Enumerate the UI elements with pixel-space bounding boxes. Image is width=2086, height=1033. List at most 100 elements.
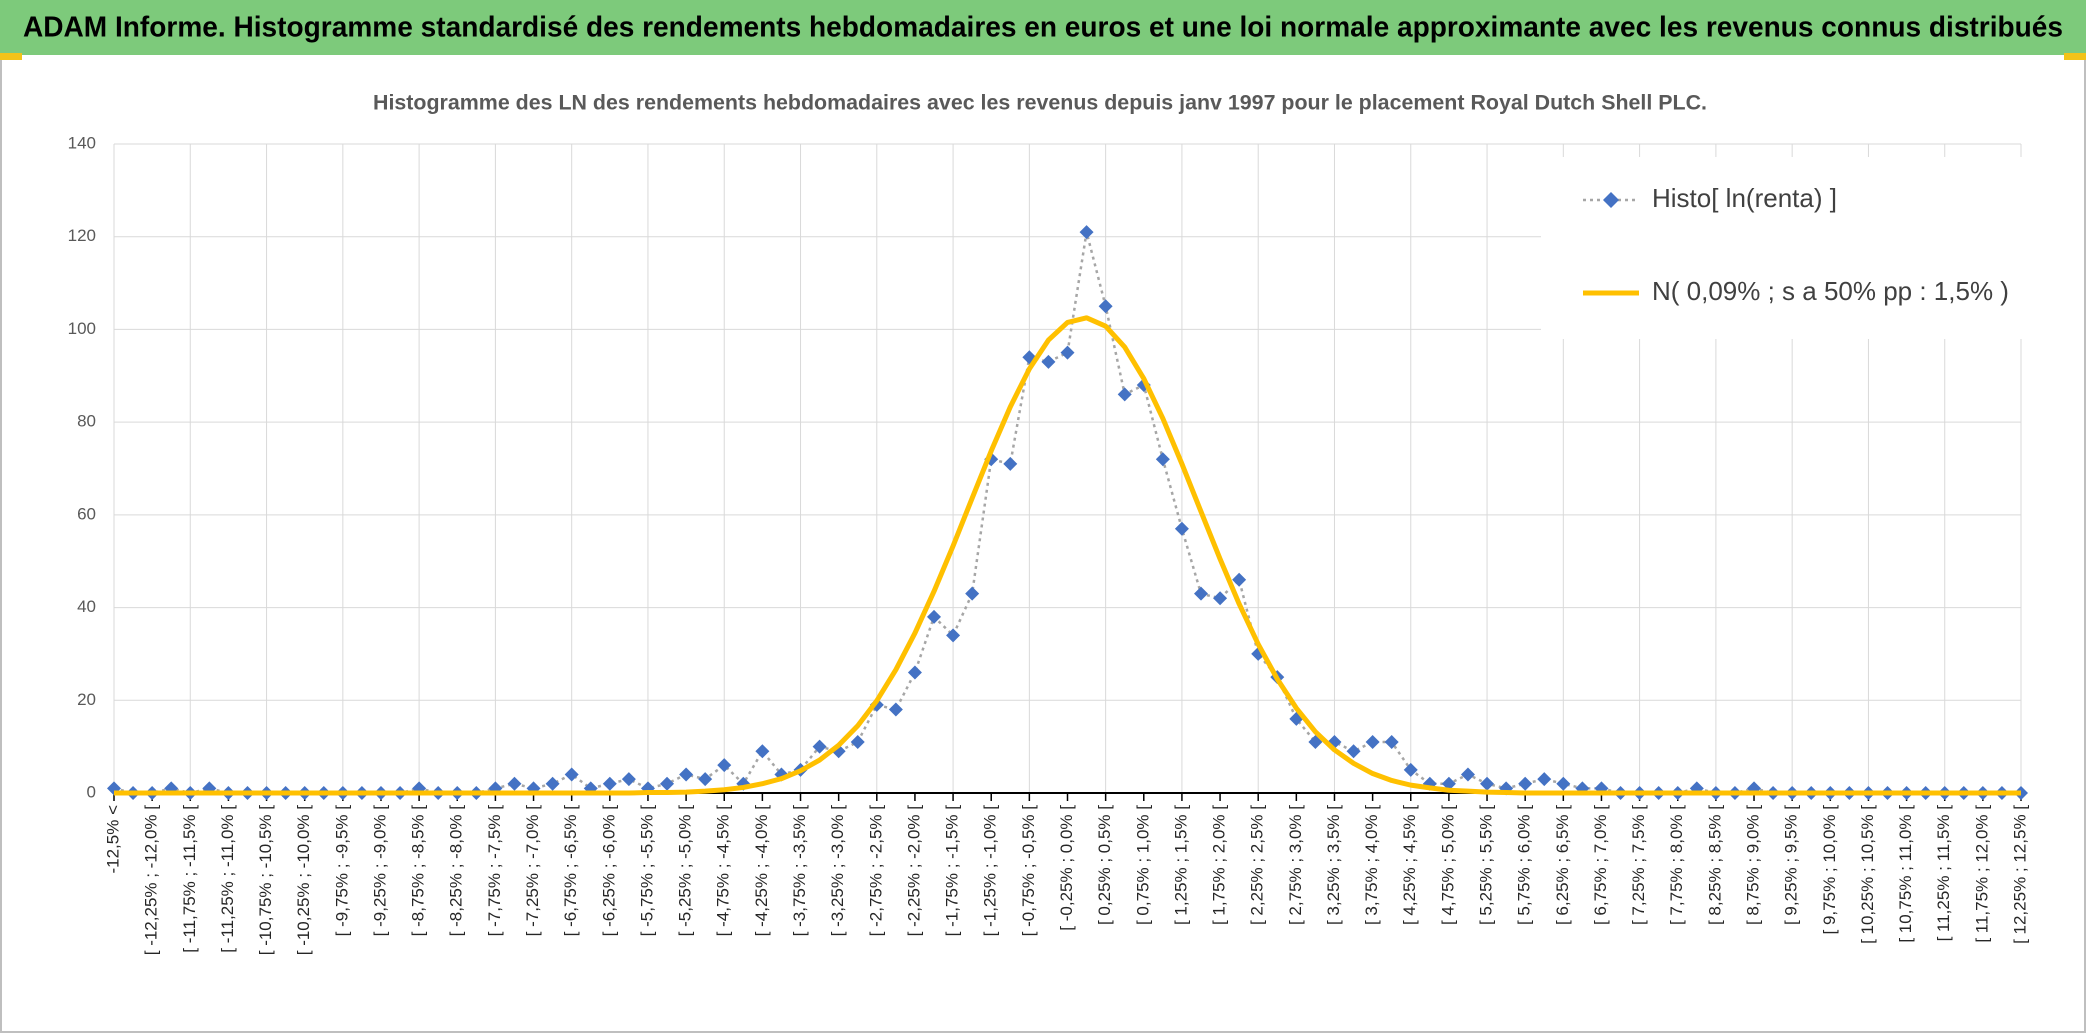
x-tick-label: [ 1,75% ; 2,0% [: [1210, 805, 1229, 925]
x-tick-label: [ -11,75% ; -11,5% [: [180, 805, 199, 953]
x-tick-label: [ -4,25% ; -4,0% [: [752, 805, 771, 937]
data-point: [755, 744, 770, 759]
x-tick-label: [ -11,25% ; -11,0% [: [218, 805, 237, 953]
x-tick-label: [ -4,75% ; -4,5% [: [714, 805, 733, 937]
data-point: [602, 776, 617, 791]
x-tick-label: [ 7,75% ; 8,0% [: [1667, 805, 1686, 925]
data-point: [907, 665, 922, 680]
data-point: [1441, 776, 1456, 791]
x-tick-label: [ 12,25% ; 12,5% [: [2010, 805, 2029, 944]
x-tick-label: [ -6,75% ; -6,5% [: [561, 805, 580, 937]
corner-mark: [2064, 53, 2086, 60]
x-tick-label: [ 9,75% ; 10,0% [: [1820, 805, 1839, 935]
y-tick-label: 20: [77, 690, 96, 709]
data-point: [1232, 572, 1247, 587]
x-tick-label: [ 6,75% ; 7,0% [: [1591, 805, 1610, 925]
data-point: [1174, 521, 1189, 536]
x-tick-label: [ 4,75% ; 5,0% [: [1438, 805, 1457, 925]
x-tick-label: [ 3,75% ; 4,0% [: [1362, 805, 1381, 925]
x-tick-label: [ -10,25% ; -10,0% [: [294, 805, 313, 956]
y-tick-label: 120: [68, 226, 96, 245]
data-point: [888, 702, 903, 717]
data-point: [1460, 767, 1475, 782]
x-tick-label: [ 7,25% ; 7,5% [: [1629, 805, 1648, 925]
legend-label: N( 0,09% ; s a 50% pp : 1,5% ): [1652, 276, 2009, 306]
x-tick-label: [ -12,25% ; -12,0% [: [142, 805, 161, 956]
x-tick-label: [ -2,75% ; -2,5% [: [866, 805, 885, 937]
x-tick-label: [ 8,75% ; 9,0% [: [1744, 805, 1763, 925]
data-point: [1060, 345, 1075, 360]
y-tick-label: 40: [77, 597, 96, 616]
legend-label: Histo[ ln(renta) ]: [1652, 183, 1837, 213]
data-point: [1518, 776, 1533, 791]
x-tick-label: [ -1,25% ; -1,0% [: [981, 805, 1000, 937]
y-tick-label: 100: [68, 319, 96, 338]
data-point: [965, 586, 980, 601]
x-tick-label: [ 5,25% ; 5,5% [: [1477, 805, 1496, 925]
data-point: [660, 776, 675, 791]
y-tick-label: 80: [77, 412, 96, 431]
y-tick-label: 140: [68, 133, 96, 152]
y-tick-label: 0: [87, 782, 96, 801]
x-tick-label: [ 9,25% ; 9,5% [: [1782, 805, 1801, 925]
data-point: [679, 767, 694, 782]
x-tick-label: [ -8,75% ; -8,5% [: [409, 805, 428, 937]
x-tick-label: -12,5% <: [103, 805, 122, 874]
data-point: [946, 628, 961, 643]
x-tick-label: [ -7,75% ; -7,5% [: [485, 805, 504, 937]
x-tick-label: [ -3,75% ; -3,5% [: [790, 805, 809, 937]
data-point: [1213, 591, 1228, 606]
data-point: [850, 735, 865, 750]
x-tick-label: [ 4,25% ; 4,5% [: [1400, 805, 1419, 925]
x-tick-label: [ -8,25% ; -8,0% [: [447, 805, 466, 937]
data-point: [545, 776, 560, 791]
x-tick-label: [ 3,25% ; 3,5% [: [1324, 805, 1343, 925]
data-point: [1155, 452, 1170, 467]
x-tick-label: [ -1,75% ; -1,5% [: [943, 805, 962, 937]
data-point: [1537, 772, 1552, 787]
x-tick-label: [ 11,25% ; 11,5% [: [1934, 805, 1953, 942]
x-tick-label: [ 8,25% ; 8,5% [: [1705, 805, 1724, 925]
x-tick-label: [ 10,75% ; 11,0% [: [1896, 805, 1915, 943]
x-tick-label: [ -0,75% ; -0,5% [: [1019, 805, 1038, 937]
header-bar: [0, 0, 2086, 55]
data-point: [1079, 225, 1094, 240]
data-point: [812, 739, 827, 754]
data-point: [507, 776, 522, 791]
data-point: [1041, 354, 1056, 369]
data-point: [1193, 586, 1208, 601]
data-point: [1384, 735, 1399, 750]
x-tick-label: [ 6,25% ; 6,5% [: [1553, 805, 1572, 925]
x-tick-label: [ 2,75% ; 3,0% [: [1286, 805, 1305, 925]
data-point: [1117, 387, 1132, 402]
x-tick-label: [ 10,25% ; 10,5% [: [1858, 805, 1877, 944]
x-tick-label: [ 2,25% ; 2,5% [: [1248, 805, 1267, 925]
x-tick-label: [ 1,25% ; 1,5% [: [1171, 805, 1190, 925]
x-tick-label: [ -0,25% ; 0,0% [: [1057, 805, 1076, 931]
y-tick-label: 60: [77, 504, 96, 523]
x-tick-label: [ -9,25% ; -9,0% [: [370, 805, 389, 937]
data-point: [717, 758, 732, 773]
x-tick-label: [ -5,75% ; -5,5% [: [637, 805, 656, 937]
x-tick-label: [ 0,25% ; 0,5% [: [1095, 805, 1114, 925]
x-tick-label: [ -7,25% ; -7,0% [: [523, 805, 542, 937]
data-point: [1556, 776, 1571, 791]
data-point: [1098, 299, 1113, 314]
series-line: [114, 315, 2021, 796]
x-tick-label: [ -3,25% ; -3,0% [: [828, 805, 847, 937]
corner-mark: [0, 53, 22, 60]
x-tick-label: [ 11,75% ; 12,0% [: [1972, 805, 1991, 943]
data-point: [1365, 735, 1380, 750]
data-point: [564, 767, 579, 782]
chart-title: Histogramme des LN des rendements hebdom…: [373, 92, 1707, 115]
x-tick-label: [ 0,75% ; 1,0% [: [1133, 805, 1152, 925]
header-title: ADAM Informe. Histogramme standardisé de…: [23, 12, 2063, 44]
data-point: [621, 772, 636, 787]
data-point: [698, 772, 713, 787]
x-tick-label: [ -2,25% ; -2,0% [: [904, 805, 923, 937]
legend-marker: [1603, 192, 1619, 208]
data-point: [1003, 456, 1018, 471]
x-tick-label: [ -10,75% ; -10,5% [: [256, 805, 275, 956]
data-point: [1403, 762, 1418, 777]
